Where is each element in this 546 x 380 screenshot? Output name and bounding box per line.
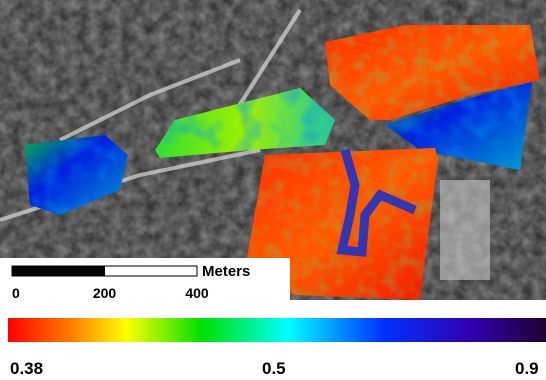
aerial-map [0,0,546,300]
map-figure: Meters 0 200 400 0.38 0.5 0.9 [0,0,546,380]
scale-tick-label: 0 [12,285,20,301]
scale-segment [105,266,198,276]
scale-tick-label: 400 [185,285,209,301]
scale-unit: Meters [202,263,250,280]
colorbar-label: 0.38 [10,359,43,378]
scale-tick-label: 200 [93,285,117,301]
colorbar-label: 0.5 [262,359,286,378]
scale-segment [12,266,105,276]
colorbar [8,318,546,342]
colorbar-label: 0.9 [515,359,539,378]
